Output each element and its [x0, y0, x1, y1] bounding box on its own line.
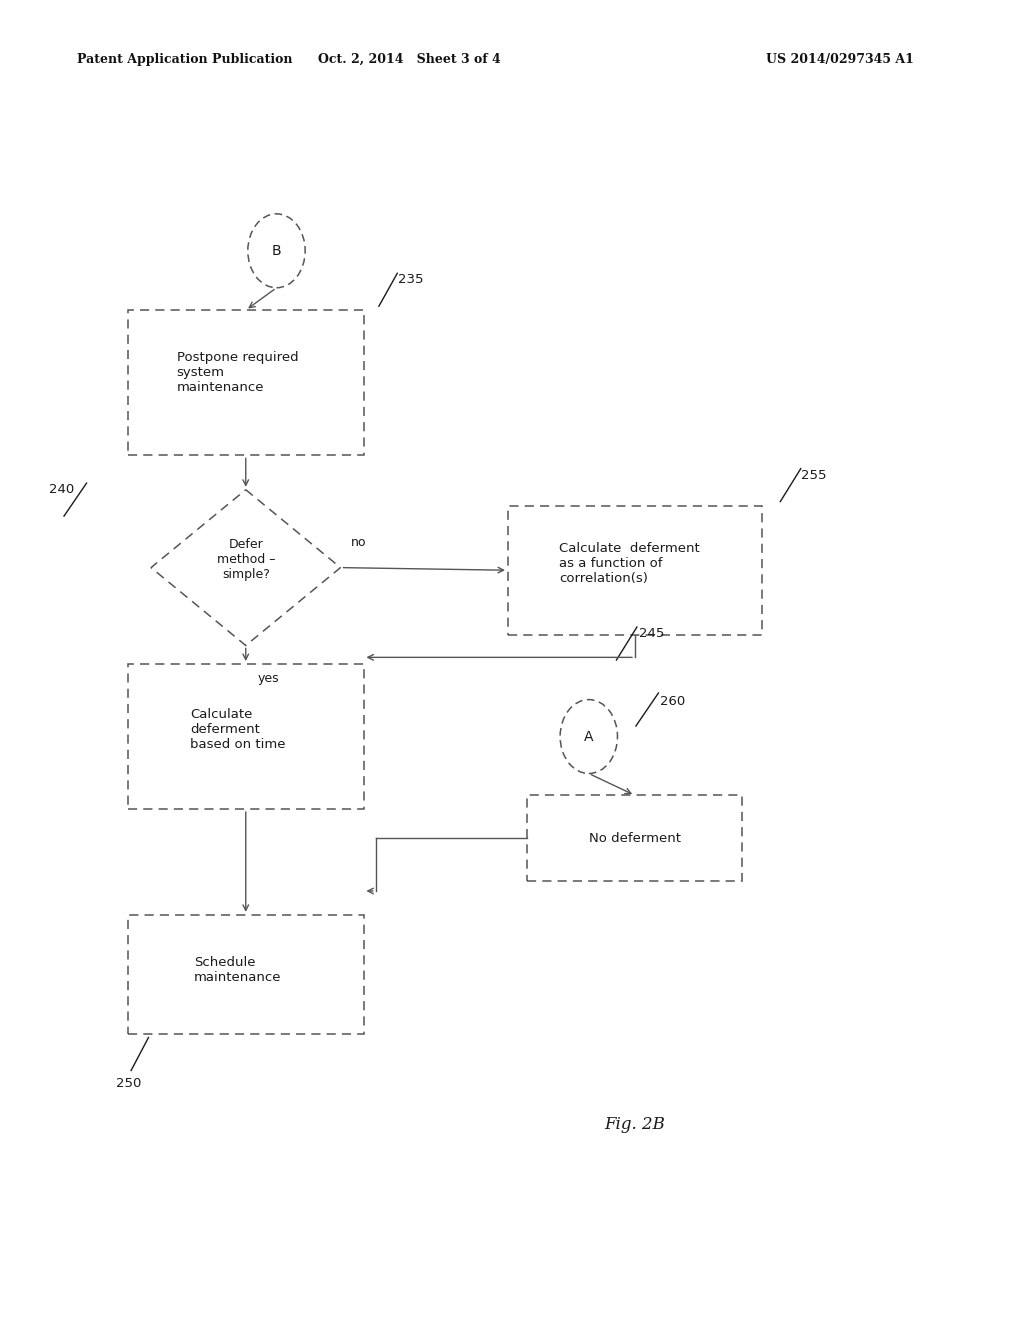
Text: Schedule
maintenance: Schedule maintenance [194, 956, 282, 985]
Text: Defer
method –
simple?: Defer method – simple? [216, 539, 275, 581]
Text: Calculate  deferment
as a function of
correlation(s): Calculate deferment as a function of cor… [559, 543, 700, 585]
Text: Postpone required
system
maintenance: Postpone required system maintenance [177, 351, 298, 393]
Text: 255: 255 [801, 469, 826, 482]
Text: yes: yes [258, 672, 280, 685]
Text: B: B [271, 244, 282, 257]
Circle shape [248, 214, 305, 288]
Text: 260: 260 [660, 694, 686, 708]
Text: Fig. 2B: Fig. 2B [604, 1117, 666, 1133]
Text: no: no [350, 536, 367, 549]
Bar [508, 506, 762, 635]
Text: 240: 240 [48, 483, 74, 496]
Text: 250: 250 [116, 1077, 141, 1090]
Text: Calculate
deferment
based on time: Calculate deferment based on time [189, 709, 286, 751]
Bar [128, 664, 364, 809]
Text: Oct. 2, 2014   Sheet 3 of 4: Oct. 2, 2014 Sheet 3 of 4 [318, 53, 501, 66]
Text: No deferment: No deferment [589, 832, 681, 845]
Polygon shape [152, 490, 340, 645]
Text: US 2014/0297345 A1: US 2014/0297345 A1 [766, 53, 913, 66]
Bar [527, 795, 742, 882]
Text: 245: 245 [639, 627, 665, 640]
Text: 235: 235 [398, 273, 424, 286]
Text: A: A [584, 730, 594, 743]
Text: Patent Application Publication: Patent Application Publication [77, 53, 292, 66]
Circle shape [560, 700, 617, 774]
Bar [128, 310, 364, 455]
Bar [128, 915, 364, 1034]
